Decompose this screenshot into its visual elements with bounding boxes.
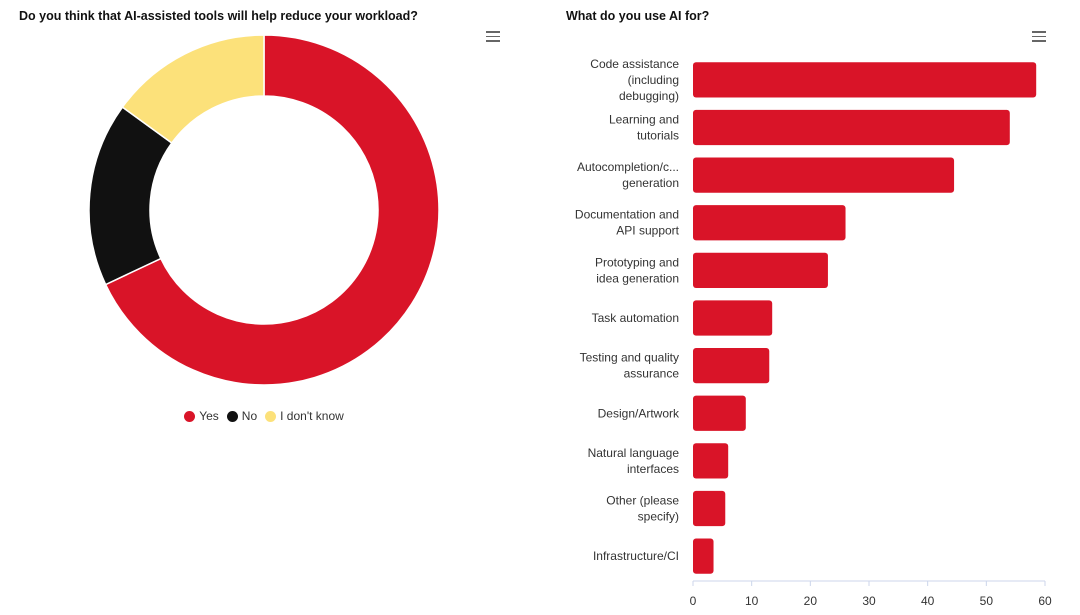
category-label-1: Code assistance (including debugging) (590, 57, 679, 103)
legend-label-no: No (241, 409, 258, 423)
donut-slice-yes[interactable] (104, 34, 440, 386)
bar-chart-title: What do you use AI for? (566, 9, 710, 23)
hamburger-menu-icon[interactable] (486, 31, 500, 43)
category-label-8: Design/Artwork (598, 406, 680, 420)
legend-label-yes: Yes (199, 409, 219, 423)
bar-3[interactable] (693, 157, 955, 193)
donut-slice-dont-know[interactable] (121, 34, 265, 145)
legend-swatch-dont-know (265, 410, 277, 422)
x-tick-label-6: 60 (1038, 594, 1052, 608)
legend-item-dont-know[interactable]: I don't know (265, 409, 344, 423)
donut-chart (88, 34, 440, 386)
bar-9[interactable] (693, 443, 729, 479)
category-label-5: Prototyping and idea generation (595, 255, 679, 285)
category-label-11: Infrastructure/CI (593, 549, 679, 563)
donut-legend: Yes No I don't know (0, 409, 528, 423)
x-tick-label-1: 10 (745, 594, 759, 608)
legend-item-no[interactable]: No (226, 409, 258, 423)
category-label-6: Task automation (592, 311, 679, 325)
bar-2[interactable] (693, 109, 1010, 146)
legend-swatch-no (226, 410, 238, 422)
hamburger-menu-icon[interactable] (1032, 31, 1046, 43)
bar-5[interactable] (693, 252, 828, 288)
category-label-9: Natural language interfaces (588, 446, 680, 476)
bar-10[interactable] (693, 490, 726, 527)
x-tick-label-0: 0 (690, 594, 697, 608)
x-tick-label-5: 50 (980, 594, 994, 608)
legend-swatch-yes (184, 410, 196, 422)
bar-1[interactable] (693, 62, 1037, 98)
category-label-10: Other (please specify) (606, 494, 679, 524)
category-label-2: Learning and tutorials (609, 112, 679, 142)
x-tick-label-3: 30 (862, 594, 876, 608)
x-tick-label-4: 40 (921, 594, 935, 608)
legend-item-yes[interactable]: Yes (184, 409, 219, 423)
bar-11[interactable] (693, 538, 714, 574)
bar-chart-panel: What do you use AI for? Code assistance(… (548, 0, 1080, 615)
donut-chart-panel: Do you think that AI-assisted tools will… (0, 0, 520, 615)
category-label-4: Documentation and API support (575, 208, 680, 238)
donut-chart-title: Do you think that AI-assisted tools will… (19, 9, 418, 23)
category-label-7: Testing and quality assurance (580, 351, 680, 381)
legend-label-dont-know: I don't know (280, 409, 344, 423)
bar-7[interactable] (693, 348, 770, 384)
bar-6[interactable] (693, 300, 773, 336)
bar-8[interactable] (693, 395, 746, 431)
bar-4[interactable] (693, 205, 846, 241)
x-tick-label-2: 20 (804, 594, 818, 608)
category-label-3: Autocompletion/c... generation (577, 160, 679, 190)
bar-chart: Code assistance (including debugging) Learn… (575, 57, 1052, 608)
